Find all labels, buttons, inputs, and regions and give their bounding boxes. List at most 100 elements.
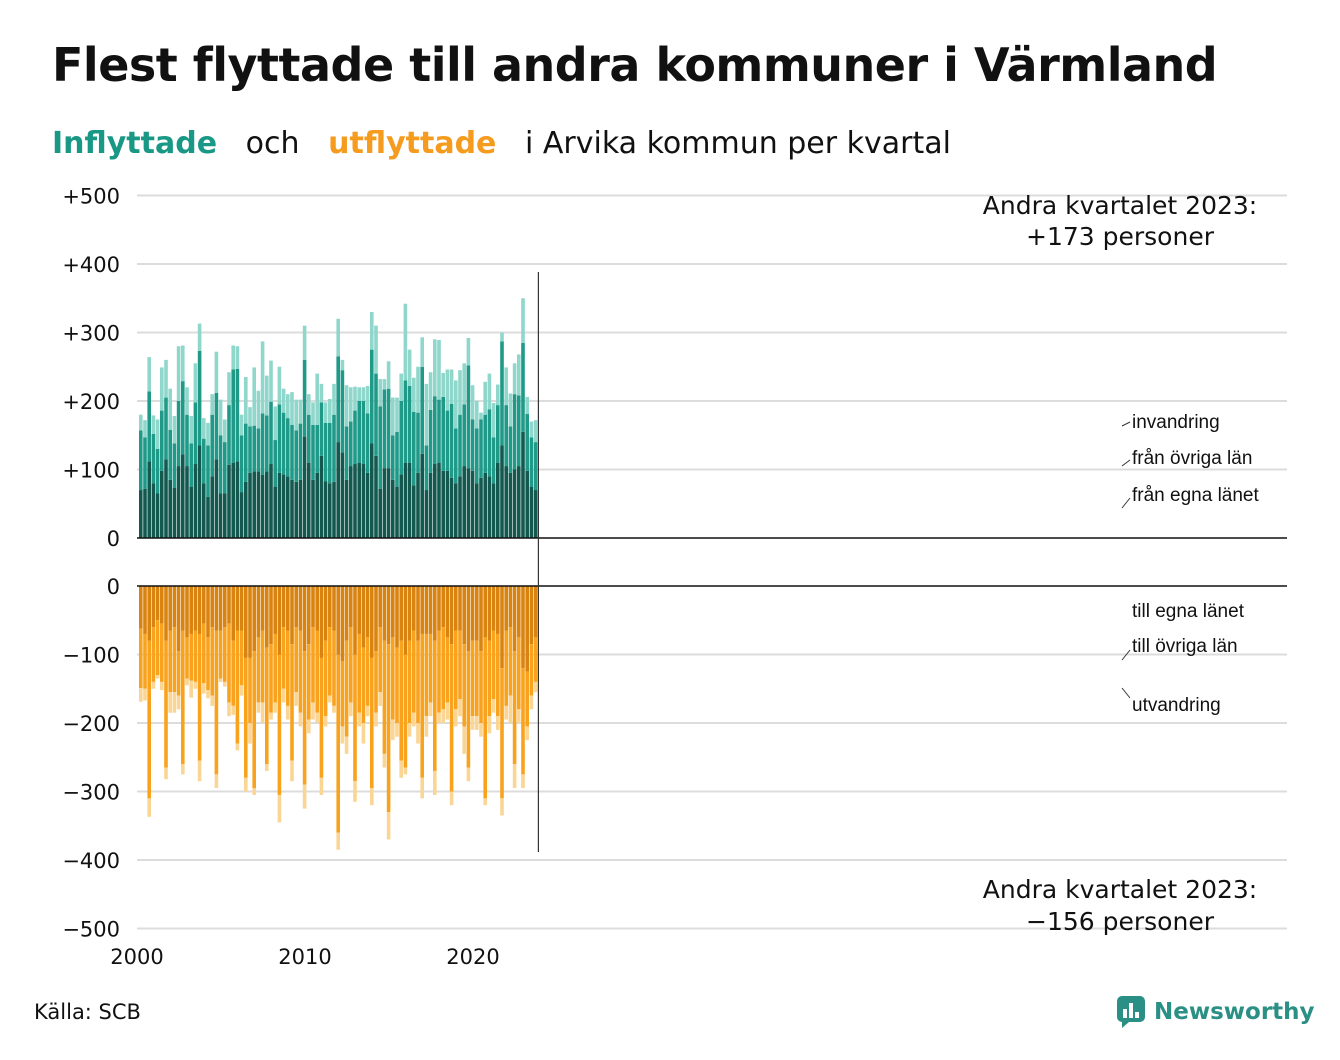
outflow-bar [176, 695, 181, 710]
outflow-bar [403, 586, 408, 655]
outflow-bar [441, 627, 445, 710]
inflow-bar [269, 360, 273, 402]
x-tick-label: 2000 [110, 945, 163, 969]
inflow-bar [533, 420, 538, 443]
inflow-bar [218, 435, 223, 494]
inflow-bar [181, 345, 185, 382]
outflow-bar [470, 640, 475, 717]
outflow-bar [302, 651, 307, 785]
inflow-bar [357, 387, 361, 401]
inflow-bar [206, 445, 210, 497]
outflow-bar [160, 623, 164, 682]
outflow-bar [475, 716, 479, 730]
annotation-top-line2: +173 personer [1026, 222, 1215, 251]
inflow-bar [319, 402, 324, 456]
outflow-bar [344, 640, 349, 737]
outflow-bars [139, 586, 538, 850]
inflow-bar [223, 419, 227, 443]
outflow-bar [433, 640, 437, 771]
inflow-bar [235, 461, 240, 538]
outflow-bar [252, 651, 256, 789]
inflow-bar [458, 370, 462, 415]
outflow-bar [487, 586, 492, 641]
series-label-outflow: till egna länet [1132, 601, 1245, 622]
inflow-bar [391, 479, 395, 538]
outflow-bar [323, 716, 328, 727]
inflow-bar [483, 472, 487, 538]
outflow-bar [218, 586, 223, 631]
inflow-bar [466, 337, 471, 366]
inflow-bar [281, 412, 286, 475]
inflow-bar [273, 440, 277, 487]
outflow-bar [361, 647, 366, 723]
inflow-bar [403, 380, 408, 463]
inflow-bar [491, 437, 496, 484]
inflow-bar [353, 386, 357, 411]
inflow-bar [336, 318, 340, 357]
outflow-bar [277, 654, 282, 795]
outflow-bar [386, 644, 391, 813]
outflow-bar [193, 586, 198, 631]
outflow-bar [449, 644, 454, 792]
outflow-bar [151, 681, 156, 689]
outflow-bar [193, 630, 198, 682]
outflow-bar [349, 627, 353, 703]
outflow-bar [475, 586, 479, 641]
outflow-bar [504, 586, 508, 631]
outflow-bar [176, 586, 181, 652]
inflow-bar [475, 428, 479, 484]
outflow-bar [235, 586, 240, 631]
inflow-bar [290, 392, 294, 425]
inflow-bar [189, 416, 193, 444]
inflow-bar [344, 385, 349, 427]
outflow-bar [462, 726, 466, 754]
inflow-bar [286, 476, 290, 538]
inflow-bar [252, 425, 256, 472]
outflow-bar [508, 695, 513, 723]
outflow-bar [181, 630, 185, 765]
inflow-bar [399, 474, 403, 538]
inflow-bar [479, 419, 483, 478]
outflow-bar [466, 767, 471, 782]
outflow-bar [139, 628, 143, 689]
chart-title: Flest flyttade till andra kommuner i Vär… [52, 38, 1218, 92]
inflow-bar [160, 410, 164, 471]
outflow-bar [286, 705, 290, 720]
outflow-bar [407, 723, 412, 737]
outflow-bar [412, 712, 416, 727]
inflow-bar [244, 423, 248, 482]
outflow-bar [172, 627, 177, 693]
y-tick-label: 0 [107, 575, 120, 599]
outflow-bar [239, 630, 244, 686]
outflow-bar [428, 702, 433, 717]
inflow-bar [323, 402, 328, 423]
outflow-bar [529, 644, 534, 696]
inflow-bar [391, 435, 395, 480]
inflow-bar [517, 354, 521, 396]
outflow-bar [441, 586, 445, 628]
annotation-bottom-line1: Andra kvartalet 2023: [983, 875, 1257, 904]
y-tick-label: −200 [62, 712, 120, 736]
outflow-bar [256, 702, 261, 713]
outflow-bar [328, 586, 332, 628]
outflow-bar [416, 640, 420, 723]
outflow-bar [181, 586, 185, 631]
outflow-bar [500, 798, 504, 816]
outflow-bar [252, 788, 256, 795]
outflow-bar [374, 586, 378, 652]
outflow-bar [155, 675, 160, 679]
outflow-bar [168, 586, 172, 631]
label-leader-line [1121, 421, 1131, 427]
outflow-bar [155, 620, 160, 676]
y-tick-label: +100 [62, 459, 120, 483]
inflow-bar [256, 390, 261, 429]
outflow-bar [227, 623, 231, 703]
inflow-bar [517, 466, 521, 538]
subtitle-inflyttade: Inflyttade [52, 126, 218, 161]
inflow-bar [391, 397, 395, 436]
outflow-bar [340, 661, 345, 727]
outflow-bar [391, 586, 395, 638]
outflow-bar [395, 586, 399, 648]
inflow-bar [319, 455, 324, 538]
inflow-bar [521, 342, 525, 432]
